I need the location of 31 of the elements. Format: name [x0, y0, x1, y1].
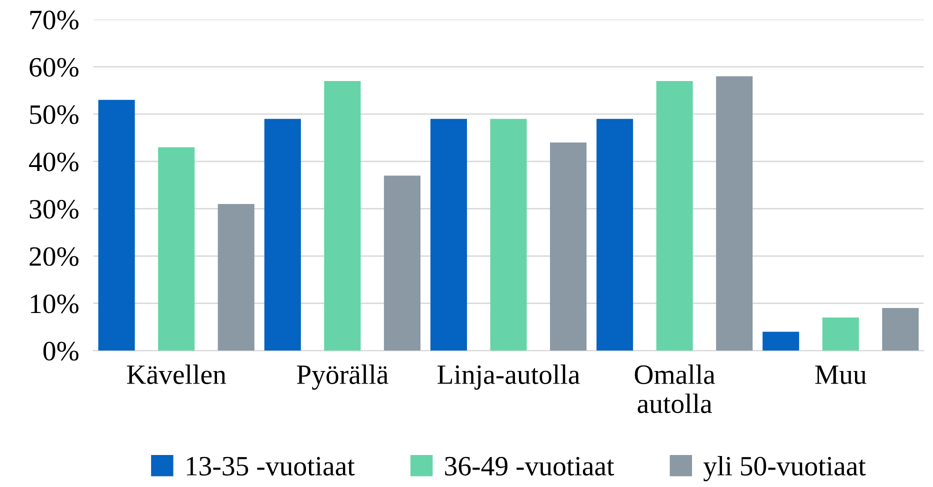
x-tick-label: Muu: [815, 366, 866, 384]
bar: [98, 100, 135, 351]
bar: [384, 176, 420, 351]
bar: [550, 142, 587, 351]
x-tick-label: Linja-autolla: [438, 364, 580, 390]
bar: [596, 118, 634, 351]
bar: [218, 204, 254, 351]
x-tick-label: Pyörällä: [296, 364, 388, 390]
y-tick-label: 60%: [30, 58, 78, 77]
y-tick-label: 70%: [30, 10, 78, 30]
y-tick-label: 0%: [43, 342, 78, 361]
y-tick-label: 30%: [30, 200, 78, 219]
bar: [158, 147, 195, 351]
bar: [656, 80, 693, 351]
y-tick-label: 20%: [30, 247, 78, 266]
y-tick-label: 50%: [30, 105, 78, 124]
y-tick-label: 40%: [29, 152, 78, 172]
x-tick-label: Kävellen: [127, 364, 226, 384]
bar: [882, 308, 919, 351]
bar: [716, 76, 753, 351]
bar: [490, 118, 527, 351]
x-tick-label: Omalla autolla: [634, 364, 716, 414]
bar: [822, 318, 859, 351]
bar: [324, 80, 361, 351]
bar: [762, 332, 800, 351]
bar: [430, 118, 467, 351]
bar: [264, 118, 301, 351]
y-tick-label: 10%: [30, 294, 78, 314]
legend-label: yli 50-vuotiaat: [703, 456, 866, 482]
legend-label: 36-49 -vuotiaat: [445, 456, 614, 476]
legend-label: 13-35 -vuotiaat: [186, 456, 355, 476]
